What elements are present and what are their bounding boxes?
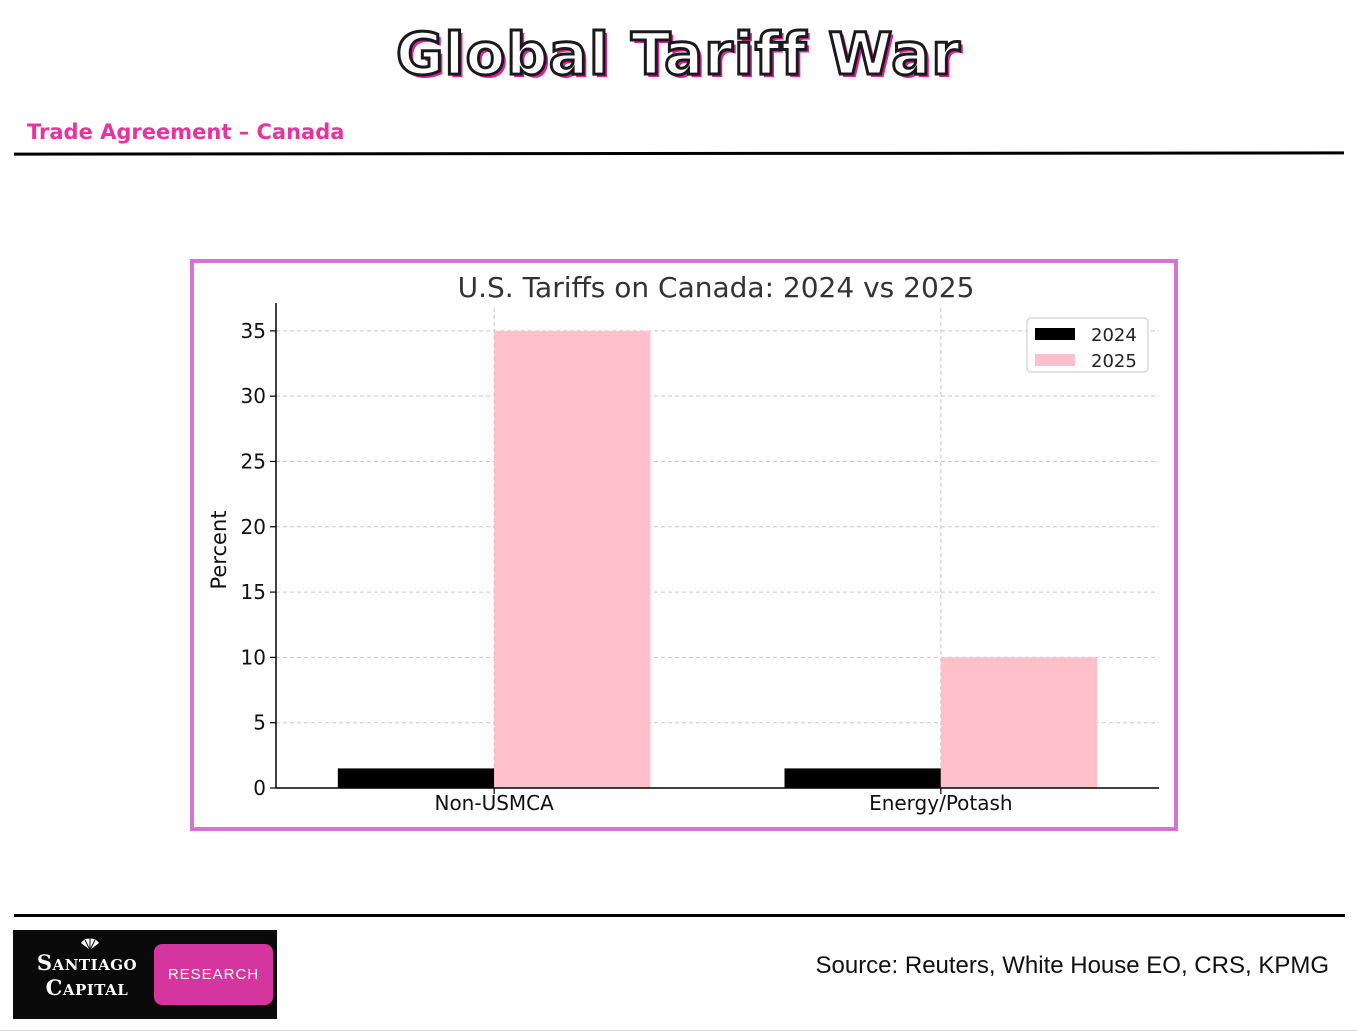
x-tick-label: Energy/Potash [869, 791, 1013, 815]
santiago-capital-logo: Santiago Capital RESEARCH [13, 930, 277, 1019]
legend: 2024 2025 [1026, 317, 1149, 373]
y-tick-label: 25 [241, 449, 266, 473]
chart-frame: U.S. Tariffs on Canada: 2024 vs 2025 Per… [190, 259, 1178, 831]
y-tick-label: 30 [241, 384, 266, 408]
y-tick-label: 35 [241, 319, 266, 343]
logo-line-2: Capital [45, 975, 129, 1000]
grid-layer [276, 308, 1159, 788]
bar-2025-non-usmca [494, 330, 651, 788]
y-axis-label: Percent [207, 510, 231, 589]
y-tick-label: 20 [241, 515, 266, 539]
y-tick-label: 5 [253, 711, 266, 735]
top-divider [13, 151, 1345, 156]
logo-wordmark: Santiago Capital [17, 950, 157, 1000]
research-badge: RESEARCH [154, 944, 273, 1005]
section-title: Trade Agreement – Canada [27, 120, 345, 144]
legend-swatch-2025 [1035, 354, 1075, 366]
chart-title: U.S. Tariffs on Canada: 2024 vs 2025 [458, 271, 975, 304]
y-tick-label: 10 [241, 645, 266, 669]
bottom-divider [14, 914, 1345, 917]
shell-icon [81, 938, 99, 951]
legend-swatch-2024 [1035, 328, 1075, 340]
x-tick-label: Non-USMCA [434, 791, 554, 815]
y-tick-label: 0 [253, 776, 266, 800]
bars-layer [337, 330, 1098, 788]
bar-2024-non-usmca [337, 768, 495, 788]
bar-2025-energy-potash [940, 657, 1098, 788]
page-bottom-edge [0, 1030, 1357, 1031]
source-note: Source: Reuters, White House EO, CRS, KP… [815, 952, 1329, 979]
page-title: Global Tariff War [394, 19, 962, 90]
legend-label-2024: 2024 [1091, 325, 1137, 346]
bar-chart: U.S. Tariffs on Canada: 2024 vs 2025 Per… [207, 271, 1159, 815]
legend-label-2025: 2025 [1091, 351, 1137, 372]
bar-2024-energy-potash [784, 768, 941, 788]
logo-line-1: Santiago [36, 950, 138, 975]
y-tick-label: 15 [241, 580, 266, 604]
